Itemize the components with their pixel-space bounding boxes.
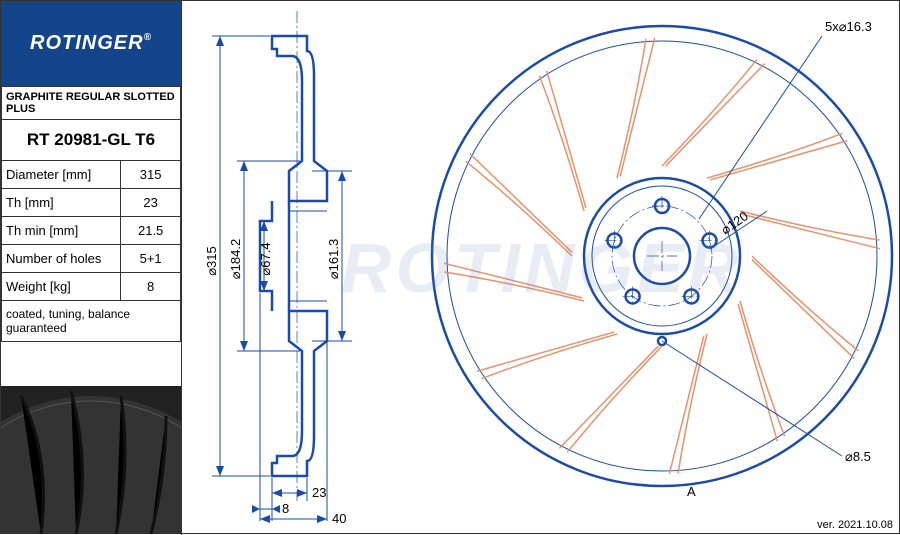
dim-bolt-pattern: 5x⌀16.3	[825, 19, 872, 34]
drawing-area: ROTINGER ⌀315	[181, 1, 900, 535]
spec-label: Th [mm]	[2, 189, 121, 217]
spec-value: 5+1	[121, 245, 181, 273]
reg-mark: ®	[144, 32, 152, 43]
spec-value: 21.5	[121, 217, 181, 245]
section-view: ⌀315 ⌀184.2 ⌀67.4 ⌀161.3	[204, 11, 352, 526]
brand-logo: ROTINGER®	[30, 32, 152, 55]
dim-height: 40	[332, 511, 346, 526]
disc-photo-svg	[1, 386, 181, 534]
dim-offset: 8	[282, 501, 289, 516]
dim-bore-dia: ⌀67.4	[258, 242, 273, 275]
spec-label: Th min [mm]	[2, 217, 121, 245]
spec-label: Number of holes	[2, 245, 121, 273]
dim-pilot: ⌀8.5	[845, 449, 871, 464]
brand-name: ROTINGER	[30, 32, 144, 54]
section-marker: A	[687, 484, 696, 499]
spec-value: 23	[121, 189, 181, 217]
dim-hub-dia: ⌀184.2	[228, 239, 243, 279]
part-number: RT 20981-GL T6	[2, 120, 181, 161]
product-title: GRAPHITE REGULAR SLOTTED PLUS	[2, 87, 181, 120]
spec-label: Diameter [mm]	[2, 161, 121, 189]
technical-drawing: ⌀315 ⌀184.2 ⌀67.4 ⌀161.3	[182, 1, 900, 535]
dim-inner-dia: ⌀161.3	[326, 239, 341, 279]
spec-value: 8	[121, 273, 181, 301]
spec-table: GRAPHITE REGULAR SLOTTED PLUS RT 20981-G…	[1, 86, 181, 342]
logo-area: ROTINGER®	[1, 1, 181, 86]
front-view	[432, 26, 892, 486]
spec-label: Weight [kg]	[2, 273, 121, 301]
version-label: ver. 2021.10.08	[817, 519, 893, 531]
spec-value: 315	[121, 161, 181, 189]
dim-thickness: 23	[312, 485, 326, 500]
disc-photo	[1, 386, 181, 534]
dim-outer-dia: ⌀315	[204, 246, 219, 276]
spec-note: coated, tuning, balance guaranteed	[2, 301, 181, 342]
